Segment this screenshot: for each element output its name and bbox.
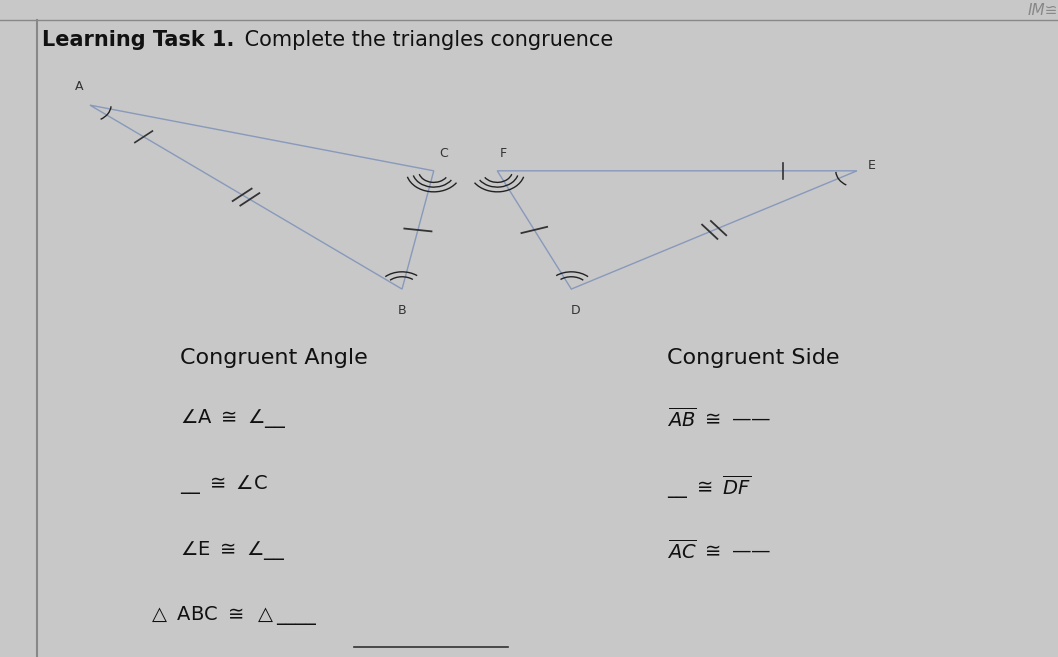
Text: D: D [570,304,581,317]
Text: $\overline{AB}$ $\cong$ ——: $\overline{AB}$ $\cong$ —— [667,407,770,431]
Text: E: E [868,159,875,172]
Text: Learning Task 1.: Learning Task 1. [42,30,235,49]
Text: $\overline{AC}$ $\cong$ ——: $\overline{AC}$ $\cong$ —— [667,539,771,562]
Text: IM≌: IM≌ [1027,3,1058,18]
Text: C: C [439,147,448,160]
Text: $\angle$A $\cong$ $\angle$__: $\angle$A $\cong$ $\angle$__ [180,407,287,430]
Text: Congruent Angle: Congruent Angle [180,348,367,368]
Text: Complete the triangles congruence: Complete the triangles congruence [238,30,614,49]
Text: Congruent Side: Congruent Side [667,348,839,368]
Text: B: B [398,304,406,317]
Text: A: A [75,80,84,93]
Text: $\angle$E $\cong$ $\angle$__: $\angle$E $\cong$ $\angle$__ [180,539,286,562]
Text: __ $\cong$ $\angle$C: __ $\cong$ $\angle$C [180,473,268,496]
Text: F: F [499,147,507,160]
Text: $\triangle$ ABC $\cong$ $\triangle$____: $\triangle$ ABC $\cong$ $\triangle$____ [148,604,317,627]
Text: __ $\cong$ $\overline{DF}$: __ $\cong$ $\overline{DF}$ [667,473,751,501]
